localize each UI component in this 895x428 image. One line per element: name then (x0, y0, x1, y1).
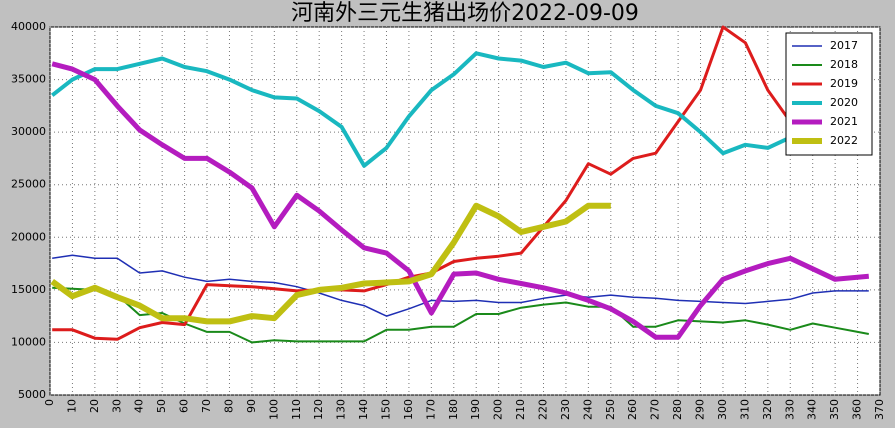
x-tick-label: 90 (245, 399, 258, 413)
x-tick-label: 280 (671, 399, 684, 420)
x-tick-label: 70 (200, 399, 213, 413)
series-line (52, 254, 869, 317)
x-tick-label: 360 (851, 399, 864, 420)
chart-title: 河南外三元生猪出场价2022-09-09 (291, 1, 639, 26)
legend: 2017 2018 2019 2020 2021 2022 (785, 32, 873, 156)
x-tick-label: 230 (559, 399, 572, 420)
x-tick-label: 110 (290, 399, 303, 420)
x-tick-label: 220 (537, 399, 550, 420)
x-tick-label: 150 (379, 399, 392, 420)
x-tick-label: 340 (806, 399, 819, 420)
y-tick-label: 40000 (11, 20, 46, 33)
y-tick-label: 30000 (11, 125, 46, 138)
x-tick-label: 190 (469, 399, 482, 420)
x-tick-label: 130 (335, 399, 348, 420)
legend-label: 2021 (830, 115, 858, 128)
y-tick-label: 25000 (11, 178, 46, 191)
legend-label: 2020 (830, 96, 858, 109)
x-tick-label: 80 (222, 399, 235, 413)
series-line (52, 286, 869, 344)
legend-label: 2018 (830, 58, 858, 71)
x-tick-label: 200 (492, 399, 505, 420)
legend-label: 2022 (830, 134, 858, 147)
x-tick-label: 310 (738, 399, 751, 420)
x-tick-label: 10 (65, 399, 78, 413)
x-tick-label: 300 (716, 399, 729, 420)
x-tick-label: 180 (447, 399, 460, 420)
x-tick-label: 20 (88, 399, 101, 413)
x-tick-label: 120 (312, 399, 325, 420)
x-tick-label: 30 (110, 399, 123, 413)
x-tick-label: 290 (694, 399, 707, 420)
x-tick-label: 330 (783, 399, 796, 420)
x-tick-label: 240 (581, 399, 594, 420)
legend-label: 2017 (830, 39, 858, 52)
x-tick-label: 60 (178, 399, 191, 413)
x-tick-label: 270 (649, 399, 662, 420)
y-tick-label: 35000 (11, 73, 46, 86)
y-tick-label: 10000 (11, 335, 46, 348)
x-tick-label: 170 (424, 399, 437, 420)
x-tick-label: 0 (43, 399, 56, 406)
x-tick-label: 50 (155, 399, 168, 413)
legend-box (785, 32, 873, 156)
y-tick-label: 5000 (18, 388, 46, 401)
x-tick-label: 40 (133, 399, 146, 413)
legend-label: 2019 (830, 77, 858, 90)
plot-area (49, 26, 881, 396)
y-tick-label: 15000 (11, 283, 46, 296)
y-tick-label: 20000 (11, 230, 46, 243)
x-tick-label: 260 (626, 399, 639, 420)
series-line (50, 51, 792, 168)
x-tick-label: 320 (761, 399, 774, 420)
x-tick-label: 370 (873, 399, 886, 420)
x-tick-label: 100 (267, 399, 280, 420)
series-line (50, 202, 611, 325)
series-line (51, 61, 870, 340)
x-tick-label: 210 (514, 399, 527, 420)
x-tick-label: 350 (828, 399, 841, 420)
x-tick-label: 250 (604, 399, 617, 420)
x-tick-label: 160 (402, 399, 415, 420)
x-tick-label: 140 (357, 399, 370, 420)
